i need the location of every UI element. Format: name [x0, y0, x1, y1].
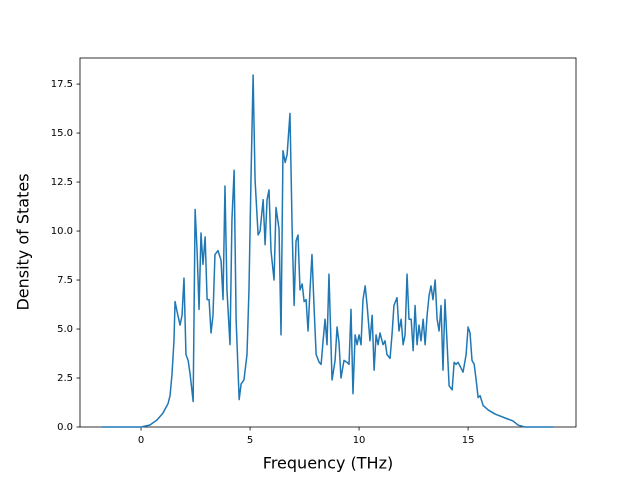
y-tick-label: 15.0: [51, 128, 73, 139]
dos-line: [102, 74, 554, 428]
x-tick-label: 10: [353, 435, 366, 446]
plot-frame: [79, 57, 577, 428]
x-tick-label: 15: [462, 435, 475, 446]
y-tick-label: 17.5: [51, 79, 73, 90]
y-tick-label: 0.0: [57, 422, 73, 433]
y-tick-label: 12.5: [51, 177, 73, 188]
y-tick-label: 2.5: [57, 373, 73, 384]
x-tick-label: 0: [138, 435, 144, 446]
y-axis-label: Density of States: [14, 173, 33, 310]
x-tick-label: 5: [247, 435, 253, 446]
y-tick-label: 10.0: [51, 226, 73, 237]
x-axis-label: Frequency (THz): [263, 454, 393, 473]
y-tick-label: 7.5: [57, 275, 73, 286]
y-tick-label: 5.0: [57, 324, 73, 335]
